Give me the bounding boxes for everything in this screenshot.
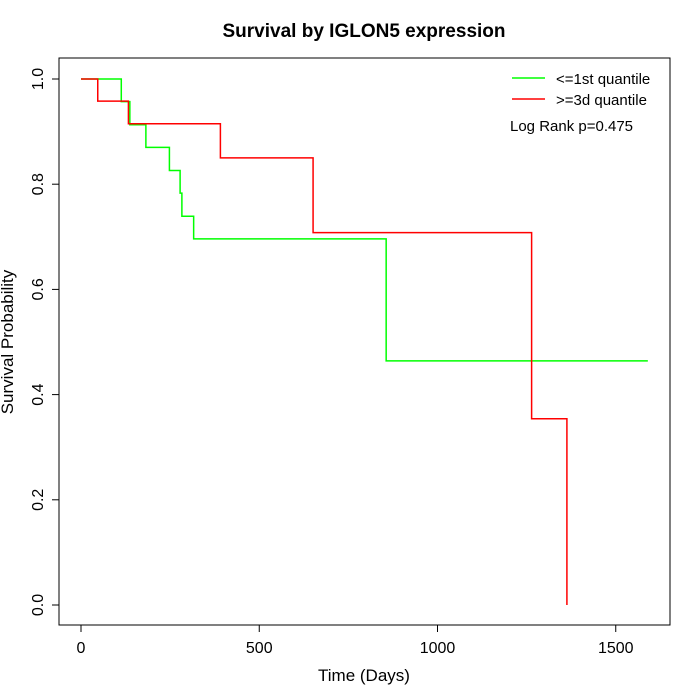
x-tick-label: 500 [246,640,273,657]
legend-label-high: >=3d quantile [556,92,647,109]
y-tick-label: 0.4 [30,383,47,405]
y-tick-label: 0.2 [30,489,47,511]
y-axis: 0.0 0.2 0.4 0.6 0.8 1.0 [30,68,60,616]
y-axis-label: Survival Probability [0,269,17,414]
series-layer [81,78,648,605]
x-tick-label: 1500 [598,640,634,657]
y-tick-label: 1.0 [30,68,47,90]
x-axis-label: Time (Days) [318,666,410,685]
x-tick-label: 0 [77,640,86,657]
log-rank-annotation: Log Rank p=0.475 [510,118,633,135]
y-tick-label: 0.8 [30,173,47,195]
y-tick-label: 0.0 [30,594,47,616]
y-tick-label: 0.6 [30,278,47,300]
x-tick-label: 1000 [420,640,456,657]
plot-frame [58,57,671,626]
legend: <=1st quantile >=3d quantile [512,71,650,109]
series-line-high [81,78,568,605]
chart-title: Survival by IGLON5 expression [223,21,506,42]
legend-label-low: <=1st quantile [556,71,650,88]
x-axis: 0 500 1000 1500 [77,624,634,657]
